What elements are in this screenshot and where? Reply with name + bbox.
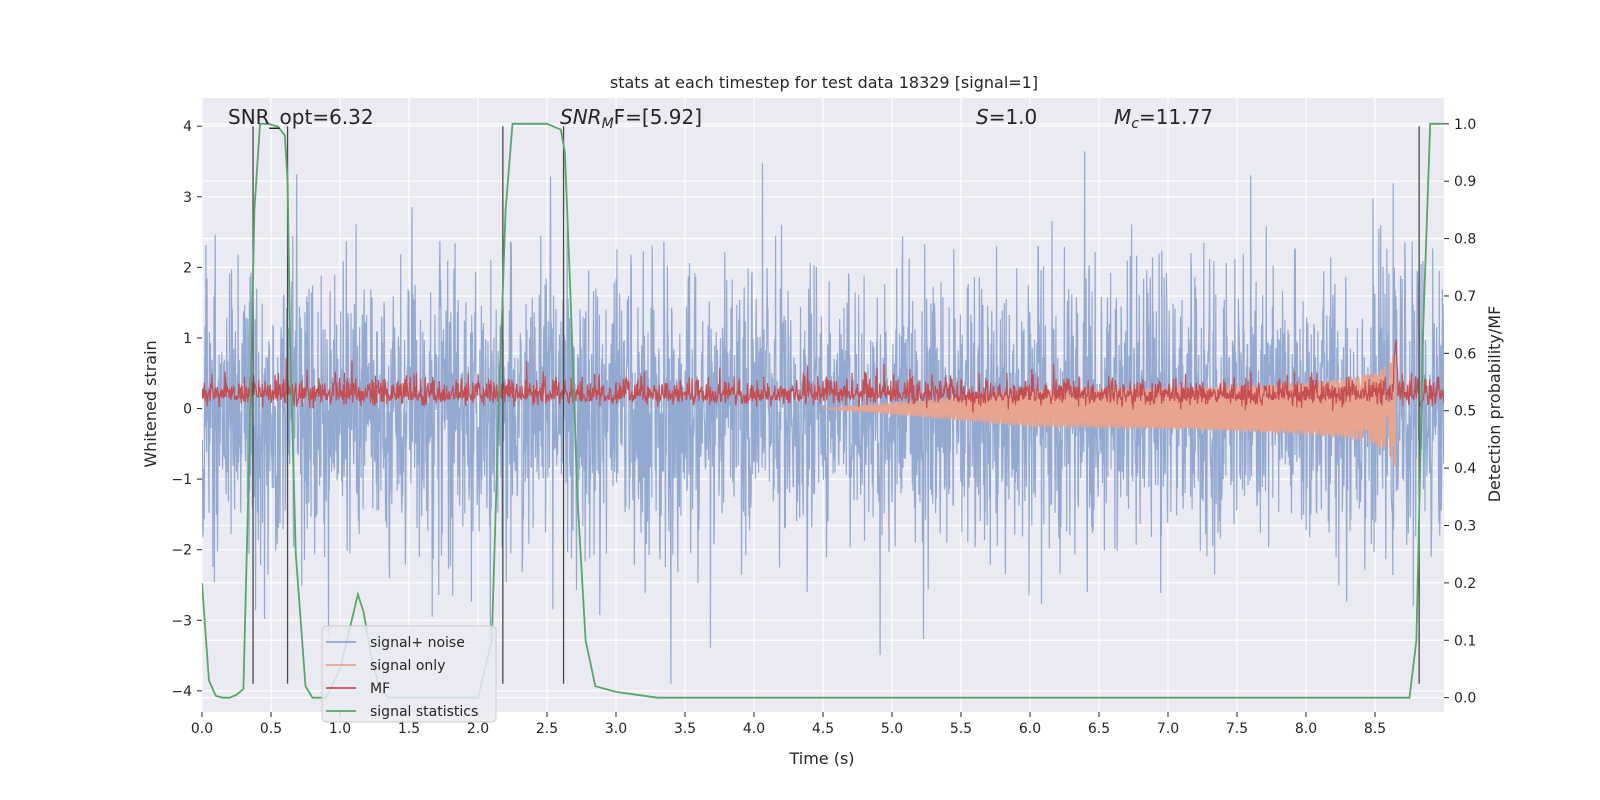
series-mf: [202, 339, 1444, 413]
x-tick-label: 1.5: [398, 721, 420, 737]
y-right-tick-label: 0.4: [1454, 461, 1476, 477]
y-tick-label: 4: [183, 119, 192, 135]
snr-mf-main: SNR: [560, 105, 602, 129]
y-right-tick-label: 0.1: [1454, 633, 1476, 649]
x-tick-label: 7.0: [1157, 721, 1179, 737]
legend-entry: MF: [370, 681, 390, 697]
legend-box: [321, 625, 497, 723]
x-tick-label: 7.5: [1226, 721, 1248, 737]
snr-mf-rest: F=[5.92]: [614, 105, 702, 129]
x-tick-label: 3.5: [674, 721, 696, 737]
s-annotation: S=1.0: [976, 105, 1037, 129]
y-axis-label: Whitened strain: [141, 340, 160, 467]
x-tick-label: 5.0: [881, 721, 903, 737]
mc-main: M: [1114, 105, 1131, 129]
y-right-tick-label: 0.6: [1454, 346, 1476, 362]
x-axis-label: Time (s): [788, 749, 854, 768]
snr-mf-annotation: SNRMF=[5.92]: [560, 105, 702, 132]
x-tick-label: 0.0: [191, 721, 213, 737]
y-tick-label: −1: [171, 472, 192, 488]
x-tick-label: 8.0: [1295, 721, 1317, 737]
mc-sub: c: [1131, 116, 1139, 132]
y-right-tick-label: 0.3: [1454, 519, 1476, 535]
x-tick-label: 6.0: [1019, 721, 1041, 737]
legend-entry: signal statistics: [370, 704, 478, 720]
legend: signal+ noise signal only MF signal statist…: [321, 625, 497, 723]
y-right-tick-label: 0.5: [1454, 404, 1476, 420]
mc-rest: =11.77: [1139, 105, 1213, 129]
x-tick-label: 4.0: [743, 721, 765, 737]
s-main: S: [976, 105, 989, 129]
y-tick-label: −4: [171, 684, 192, 700]
mc-annotation: Mc=11.77: [1114, 105, 1213, 132]
y-right-tick-label: 0.0: [1454, 691, 1476, 707]
y-right-tick-label: 0.2: [1454, 576, 1476, 592]
y-tick-label: −2: [171, 543, 192, 559]
y-tick-label: 1: [183, 331, 192, 347]
x-tick-label: 2.5: [536, 721, 558, 737]
axes: 0.0 0.5 1.0 1.5 2.0 2.5 3.0 3.5 4.0 4.5 5.0 5.5 6.0 6…: [171, 117, 1476, 737]
x-tick-label: 2.0: [467, 721, 489, 737]
series-signal-only: [823, 349, 1397, 467]
x-tick-label: 0.5: [260, 721, 282, 737]
x-tick-label: 5.5: [950, 721, 972, 737]
chart-title: stats at each timestep for test data 183…: [610, 73, 1038, 92]
x-tick-label: 1.0: [329, 721, 351, 737]
y-axis-label-right: Detection probability/MF: [1485, 306, 1504, 503]
legend-entry: signal only: [370, 658, 445, 674]
snr-opt-annotation: SNR_opt=6.32: [228, 105, 374, 129]
y-right-tick-label: 0.7: [1454, 289, 1476, 305]
legend-entry: signal+ noise: [370, 635, 465, 651]
x-tick-label: 4.5: [812, 721, 834, 737]
y-right-tick-label: 1.0: [1454, 117, 1476, 133]
snr-mf-sub: M: [602, 116, 614, 132]
x-tick-label: 8.5: [1364, 721, 1386, 737]
y-right-tick-label: 0.8: [1454, 232, 1476, 248]
y-right-tick-label: 0.9: [1454, 174, 1476, 190]
y-tick-label: −3: [171, 613, 192, 629]
y-tick-label: 0: [183, 402, 192, 418]
y-tick-label: 3: [183, 190, 192, 206]
y-tick-label: 2: [183, 260, 192, 276]
x-tick-label: 3.0: [605, 721, 627, 737]
series-signal-noise: [202, 151, 1444, 684]
s-rest: =1.0: [989, 105, 1038, 129]
x-tick-label: 6.5: [1088, 721, 1110, 737]
